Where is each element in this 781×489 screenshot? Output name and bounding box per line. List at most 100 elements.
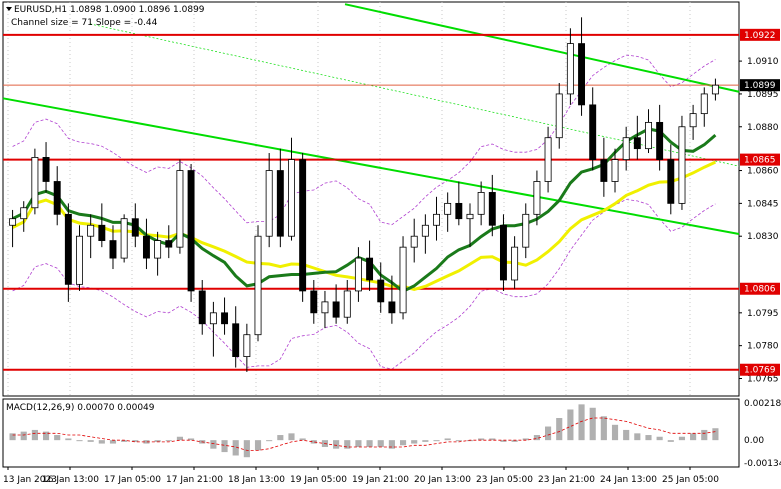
bull-candle-body (533, 181, 541, 215)
bull-candle-body (410, 235, 418, 248)
bear-candle-body (600, 159, 608, 182)
level-price-badge (740, 282, 780, 295)
bear-candle-body (142, 235, 150, 259)
macd-histogram-bar (500, 440, 507, 442)
channel-upper-line (344, 3, 740, 93)
bull-candle-body (265, 170, 273, 237)
bear-candle-body (64, 213, 72, 285)
envelope-bands (12, 54, 716, 370)
macd-histogram-bar (466, 440, 474, 442)
bull-candle-body (288, 159, 295, 237)
macd-plot-frame (2, 398, 740, 468)
macd-histogram-bar (567, 409, 574, 441)
bull-candle-body (700, 93, 708, 115)
bull-candle-body (87, 224, 95, 237)
bull-candle-body (711, 84, 719, 95)
price-label: 1.0910 (747, 57, 779, 67)
macd-histogram-bar (667, 440, 674, 442)
price-label: 1.0830 (747, 232, 779, 242)
bear-candle-body (131, 218, 139, 237)
macd-histogram-bar (121, 440, 128, 442)
macd-histogram-bar (65, 438, 72, 441)
macd-histogram-bar (433, 440, 440, 442)
macd-histogram-bar (143, 440, 150, 444)
price-label: 1.0795 (747, 309, 779, 319)
macd-histogram-bar (645, 435, 652, 441)
level-price-badge (740, 363, 780, 376)
bull-candle-body (544, 137, 552, 182)
level-price-label: 1.0922 (744, 31, 776, 41)
bear-candle-body (98, 224, 106, 241)
macd-histogram-bar (455, 440, 462, 442)
bull-candle-body (76, 235, 83, 285)
time-label: 24 Jan 13:00 (600, 475, 657, 485)
price-axis: 1.0910 1.0895 1.0880 1.0860 1.0845 1.0830 1.07… (739, 28, 781, 469)
bear-candle-body (488, 192, 496, 226)
bear-candle-body (276, 170, 284, 237)
bear-candle-body (310, 290, 318, 314)
macd-histogram-bar (87, 440, 94, 442)
macd-histogram-bar (20, 431, 27, 441)
macd-histogram-bar (355, 440, 362, 447)
candlestick-series (9, 17, 719, 372)
macd-histogram-bar (366, 440, 373, 447)
macd-histogram-bar (478, 438, 485, 441)
time-label: 18 Jan 13:00 (228, 475, 285, 485)
lower-band-line (12, 199, 716, 370)
macd-axis-label: 0.00 (744, 436, 764, 446)
bear-candle-body (299, 159, 307, 292)
bear-candle-body (366, 257, 374, 281)
macd-histogram-bar (634, 433, 641, 441)
bear-candle-body (589, 104, 597, 160)
moving-averages (11, 127, 717, 294)
bull-candle-body (678, 126, 686, 204)
symbol-header: EURUSD,H1 1.0898 1.0900 1.0896 1.0899 (14, 5, 205, 15)
macd-indicator (9, 404, 719, 458)
bear-candle-body (455, 202, 463, 220)
level-price-label: 1.0806 (744, 285, 776, 295)
macd-histogram-bar (333, 440, 340, 449)
macd-histogram-bar (611, 424, 619, 441)
symbol-dropdown-icon[interactable] (6, 7, 12, 11)
level-price-label: 1.0769 (744, 366, 776, 376)
macd-histogram-bar (176, 436, 183, 441)
macd-axis-label: -0.00134 (744, 459, 781, 469)
bull-candle-body (254, 235, 262, 336)
macd-histogram-bar (556, 418, 563, 441)
macd-histogram-bar (411, 440, 418, 444)
bull-candle-body (477, 192, 485, 215)
bull-candle-body (566, 43, 574, 95)
bear-candle-body (633, 137, 641, 150)
price-label: 1.0765 (747, 374, 779, 384)
macd-histogram-bar (76, 440, 83, 442)
macd-histogram-bar (9, 433, 16, 441)
bull-candle-body (243, 334, 251, 358)
current-price-badge (740, 79, 780, 92)
bear-candle-body (656, 121, 664, 160)
bear-candle-body (109, 240, 117, 259)
macd-histogram-bar (98, 440, 105, 444)
bear-candle-body (53, 181, 61, 215)
bull-candle-body (154, 240, 162, 259)
bull-candle-body (511, 246, 519, 281)
macd-histogram-bar (188, 438, 195, 441)
macd-histogram-bar (444, 438, 451, 441)
price-label: 1.0860 (747, 167, 779, 177)
bull-candle-body (522, 213, 530, 248)
macd-histogram-bar (277, 435, 284, 441)
macd-histogram-bar (600, 416, 607, 441)
macd-histogram-bar (42, 431, 50, 441)
time-label: 19 Jan 05:00 (290, 475, 347, 485)
bull-candle-body (689, 113, 697, 128)
price-label: 1.0895 (747, 90, 779, 100)
macd-histogram-bar (578, 404, 585, 441)
price-label: 1.0780 (747, 342, 779, 352)
macd-histogram-bar (344, 440, 351, 449)
time-label: 19 Jan 21:00 (352, 475, 409, 485)
bear-candle-body (187, 170, 195, 292)
macd-histogram-bar (701, 429, 708, 441)
bull-candle-body (343, 290, 351, 318)
level-price-badge (740, 28, 780, 41)
